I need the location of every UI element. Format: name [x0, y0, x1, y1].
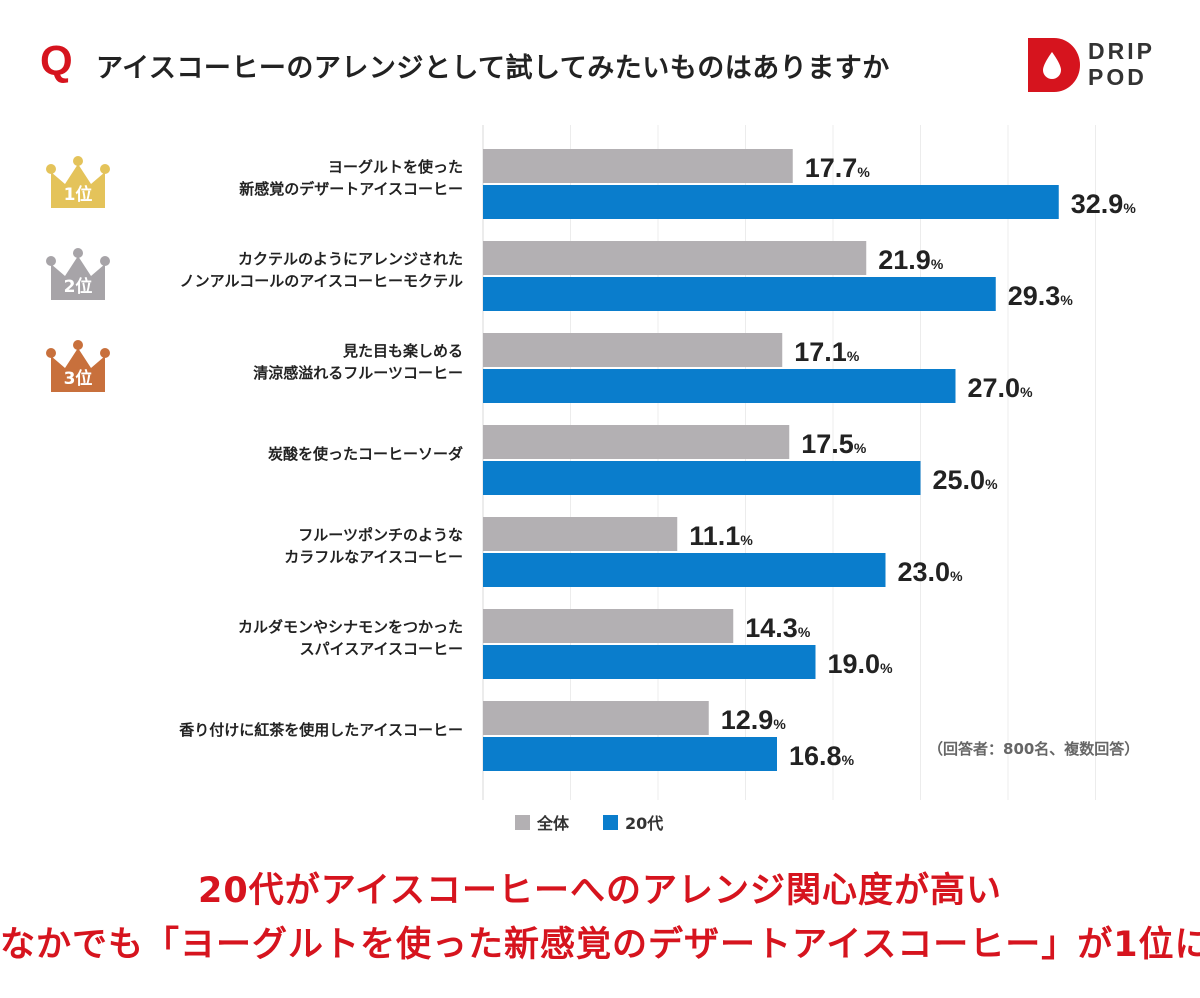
- rank-label: 3位: [64, 368, 93, 389]
- data-label: 21.9%: [878, 245, 944, 275]
- data-label-unit: %: [847, 348, 860, 364]
- headline-line1: 20代がアイスコーヒーへのアレンジ関心度が高い: [198, 871, 1002, 911]
- data-label: 19.0%: [828, 649, 894, 679]
- data-label: 29.3%: [1008, 281, 1074, 311]
- data-label: 25.0%: [933, 465, 999, 495]
- data-label-unit: %: [1123, 200, 1136, 216]
- brand-wordmark: DRIP POD: [1088, 38, 1155, 90]
- respondent-note: （回答者：800名、複数回答）: [928, 740, 1140, 758]
- category-label: 炭酸を使ったコーヒーソーダ: [268, 445, 463, 463]
- headline-line2: なかでも「ヨーグルトを使った新感覚のデザートアイスコーヒー」が1位に: [0, 925, 1200, 965]
- bar-all: [483, 425, 790, 459]
- brand-line1: DRIP: [1088, 38, 1155, 64]
- data-label-unit: %: [1020, 384, 1033, 400]
- bar-20s: [483, 369, 956, 403]
- legend-label-all: 全体: [537, 814, 570, 833]
- legend-label-20s: 20代: [625, 814, 664, 833]
- chart-legend: 全体 20代: [515, 810, 663, 834]
- crown-jewel: [73, 340, 83, 350]
- data-label-unit: %: [773, 716, 786, 732]
- crown-jewel: [46, 256, 56, 266]
- category-label: ヨーグルトを使った: [328, 158, 463, 176]
- data-label-unit: %: [857, 164, 870, 180]
- data-label: 27.0%: [968, 373, 1034, 403]
- category-label: フルーツポンチのような: [298, 526, 463, 544]
- legend-swatch-20s: [603, 814, 619, 830]
- data-label: 17.5%: [801, 429, 867, 459]
- legend-item-all: 全体: [515, 810, 569, 834]
- data-label-unit: %: [880, 660, 893, 676]
- data-label-unit: %: [842, 752, 855, 768]
- category-label: 新感覚のデザートアイスコーヒー: [239, 180, 463, 198]
- crown-jewel: [100, 348, 110, 358]
- category-label: カラフルなアイスコーヒー: [284, 548, 463, 566]
- rank-label: 2位: [64, 276, 93, 297]
- bar-all: [483, 609, 734, 643]
- data-label-unit: %: [798, 624, 811, 640]
- data-label: 23.0%: [898, 557, 964, 587]
- bar-20s: [483, 185, 1059, 219]
- question-mark: Q: [40, 37, 73, 84]
- bar-20s: [483, 461, 921, 495]
- crown-jewel: [46, 348, 56, 358]
- legend-item-20s: 20代: [603, 810, 663, 834]
- rank-badge: 1位: [46, 156, 110, 208]
- category-label: 香り付けに紅茶を使用したアイスコーヒー: [179, 721, 463, 739]
- crown-jewel: [46, 164, 56, 174]
- data-label-unit: %: [950, 568, 963, 584]
- data-label: 16.8%: [789, 741, 855, 771]
- crown-icon: [51, 348, 105, 392]
- crown-jewel: [100, 256, 110, 266]
- rank-badge: 2位: [46, 248, 110, 300]
- crown-jewel: [73, 248, 83, 258]
- data-label-unit: %: [931, 256, 944, 272]
- question-title: アイスコーヒーのアレンジとして試してみたいものはありますか: [96, 53, 890, 84]
- bar-20s: [483, 553, 886, 587]
- data-label: 17.1%: [794, 337, 860, 367]
- bar-20s: [483, 645, 816, 679]
- bar-all: [483, 701, 709, 735]
- crown-icon: [51, 256, 105, 300]
- bar-all: [483, 241, 867, 275]
- bar-all: [483, 333, 783, 367]
- drip-pod-logo-icon: [1028, 38, 1080, 92]
- bar-all: [483, 149, 793, 183]
- brand-logo: DRIP POD: [1028, 38, 1168, 94]
- data-label-unit: %: [854, 440, 867, 456]
- category-label: カクテルのようにアレンジされた: [238, 250, 463, 268]
- bar-20s: [483, 277, 996, 311]
- crown-icon: [51, 164, 105, 208]
- brand-line2: POD: [1088, 64, 1147, 90]
- bar-all: [483, 517, 678, 551]
- data-label: 12.9%: [721, 705, 787, 735]
- category-label: カルダモンやシナモンをつかった: [238, 618, 463, 636]
- data-label: 17.7%: [805, 153, 871, 183]
- data-label: 32.9%: [1071, 189, 1137, 219]
- bar-20s: [483, 737, 777, 771]
- category-label: 清涼感溢れるフルーツコーヒー: [253, 364, 463, 382]
- category-label: スパイスアイスコーヒー: [300, 640, 463, 658]
- data-label: 11.1%: [689, 521, 753, 551]
- data-label-unit: %: [740, 532, 753, 548]
- data-label-unit: %: [985, 476, 998, 492]
- category-label: ノンアルコールのアイスコーヒーモクテル: [180, 272, 463, 290]
- rank-badge: 3位: [46, 340, 110, 392]
- legend-swatch-all: [515, 814, 530, 830]
- crown-jewel: [73, 156, 83, 166]
- category-label: 見た目も楽しめる: [342, 342, 463, 360]
- crown-jewel: [100, 164, 110, 174]
- rank-label: 1位: [64, 184, 93, 205]
- data-label-unit: %: [1060, 292, 1073, 308]
- data-label: 14.3%: [745, 613, 811, 643]
